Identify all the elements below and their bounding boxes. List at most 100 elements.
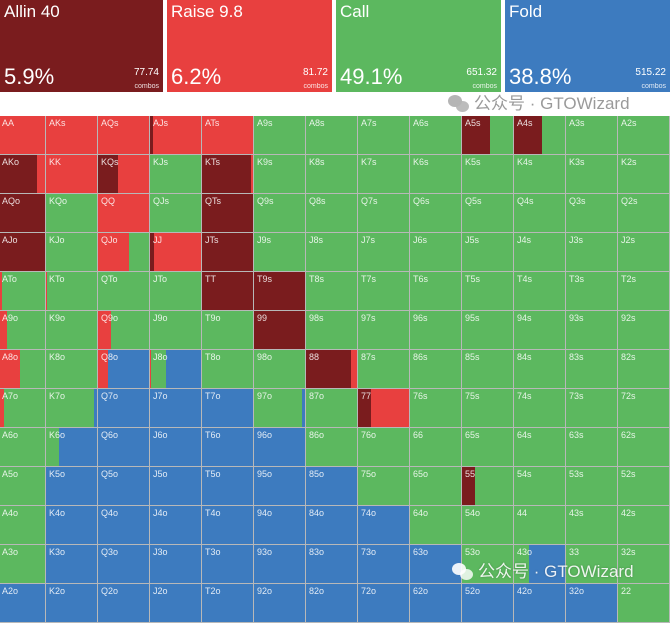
hand-cell[interactable]: 54s bbox=[514, 467, 566, 506]
action-call[interactable]: Call 49.1% 651.32 combos bbox=[336, 0, 501, 92]
hand-cell[interactable]: A3s bbox=[566, 116, 618, 155]
hand-cell[interactable]: Q4s bbox=[514, 194, 566, 233]
action-fold[interactable]: Fold 38.8% 515.22 combos bbox=[505, 0, 670, 92]
hand-cell[interactable]: AKs bbox=[46, 116, 98, 155]
hand-cell[interactable]: 87s bbox=[358, 350, 410, 389]
hand-cell[interactable]: T8s bbox=[306, 272, 358, 311]
action-raise[interactable]: Raise 9.8 6.2% 81.72 combos bbox=[167, 0, 332, 92]
hand-cell[interactable]: K9s bbox=[254, 155, 306, 194]
hand-cell[interactable]: K6o bbox=[46, 428, 98, 467]
hand-cell[interactable]: 65s bbox=[462, 428, 514, 467]
hand-cell[interactable]: 83s bbox=[566, 350, 618, 389]
hand-cell[interactable]: J2s bbox=[618, 233, 670, 272]
hand-cell[interactable]: 52s bbox=[618, 467, 670, 506]
hand-cell[interactable]: 83o bbox=[306, 545, 358, 584]
hand-cell[interactable]: A9s bbox=[254, 116, 306, 155]
hand-cell[interactable]: K6s bbox=[410, 155, 462, 194]
hand-cell[interactable]: T6s bbox=[410, 272, 462, 311]
hand-cell[interactable]: 72s bbox=[618, 389, 670, 428]
hand-cell[interactable]: J2o bbox=[150, 584, 202, 623]
hand-cell[interactable]: Q7s bbox=[358, 194, 410, 233]
hand-cell[interactable]: 75o bbox=[358, 467, 410, 506]
hand-cell[interactable]: 84s bbox=[514, 350, 566, 389]
hand-cell[interactable]: A3o bbox=[0, 545, 46, 584]
hand-cell[interactable]: 97o bbox=[254, 389, 306, 428]
hand-cell[interactable]: A6o bbox=[0, 428, 46, 467]
hand-cell[interactable]: K3s bbox=[566, 155, 618, 194]
hand-cell[interactable]: J9s bbox=[254, 233, 306, 272]
hand-cell[interactable]: Q6o bbox=[98, 428, 150, 467]
hand-cell[interactable]: Q7o bbox=[98, 389, 150, 428]
hand-cell[interactable]: T6o bbox=[202, 428, 254, 467]
hand-cell[interactable]: 76o bbox=[358, 428, 410, 467]
hand-cell[interactable]: AJo bbox=[0, 233, 46, 272]
hand-cell[interactable]: T8o bbox=[202, 350, 254, 389]
hand-cell[interactable]: K4o bbox=[46, 506, 98, 545]
hand-cell[interactable]: 97s bbox=[358, 311, 410, 350]
hand-cell[interactable]: 73s bbox=[566, 389, 618, 428]
hand-cell[interactable]: KTo bbox=[46, 272, 98, 311]
hand-cell[interactable]: Q4o bbox=[98, 506, 150, 545]
hand-cell[interactable]: 62o bbox=[410, 584, 462, 623]
hand-cell[interactable]: T9s bbox=[254, 272, 306, 311]
hand-cell[interactable]: K5o bbox=[46, 467, 98, 506]
hand-cell[interactable]: QJs bbox=[150, 194, 202, 233]
hand-cell[interactable]: Q8s bbox=[306, 194, 358, 233]
hand-cell[interactable]: Q3s bbox=[566, 194, 618, 233]
hand-cell[interactable]: 63o bbox=[410, 545, 462, 584]
hand-cell[interactable]: KQo bbox=[46, 194, 98, 233]
hand-cell[interactable]: 44 bbox=[514, 506, 566, 545]
hand-cell[interactable]: 43s bbox=[566, 506, 618, 545]
hand-cell[interactable]: 43o bbox=[514, 545, 566, 584]
hand-cell[interactable]: 98s bbox=[306, 311, 358, 350]
hand-cell[interactable]: A5o bbox=[0, 467, 46, 506]
hand-cell[interactable]: 22 bbox=[618, 584, 670, 623]
hand-cell[interactable]: K9o bbox=[46, 311, 98, 350]
hand-cell[interactable]: T5s bbox=[462, 272, 514, 311]
hand-cell[interactable]: T4s bbox=[514, 272, 566, 311]
hand-cell[interactable]: Q9o bbox=[98, 311, 150, 350]
hand-cell[interactable]: K5s bbox=[462, 155, 514, 194]
hand-cell[interactable]: 86o bbox=[306, 428, 358, 467]
hand-cell[interactable]: J6s bbox=[410, 233, 462, 272]
hand-cell[interactable]: KJo bbox=[46, 233, 98, 272]
hand-cell[interactable]: 75s bbox=[462, 389, 514, 428]
hand-cell[interactable]: J3s bbox=[566, 233, 618, 272]
hand-cell[interactable]: ATo bbox=[0, 272, 46, 311]
hand-cell[interactable]: T9o bbox=[202, 311, 254, 350]
hand-cell[interactable]: 52o bbox=[462, 584, 514, 623]
hand-cell[interactable]: 88 bbox=[306, 350, 358, 389]
hand-cell[interactable]: 99 bbox=[254, 311, 306, 350]
hand-cell[interactable]: T4o bbox=[202, 506, 254, 545]
hand-cell[interactable]: J7s bbox=[358, 233, 410, 272]
hand-cell[interactable]: QTs bbox=[202, 194, 254, 233]
hand-cell[interactable]: 85o bbox=[306, 467, 358, 506]
hand-cell[interactable]: T7o bbox=[202, 389, 254, 428]
hand-cell[interactable]: 42o bbox=[514, 584, 566, 623]
hand-cell[interactable]: Q2o bbox=[98, 584, 150, 623]
hand-cell[interactable]: A4s bbox=[514, 116, 566, 155]
hand-cell[interactable]: 65o bbox=[410, 467, 462, 506]
hand-cell[interactable]: T3o bbox=[202, 545, 254, 584]
hand-cell[interactable]: 96o bbox=[254, 428, 306, 467]
hand-cell[interactable]: A7s bbox=[358, 116, 410, 155]
hand-cell[interactable]: 33 bbox=[566, 545, 618, 584]
hand-cell[interactable]: J5o bbox=[150, 467, 202, 506]
hand-cell[interactable]: T5o bbox=[202, 467, 254, 506]
hand-cell[interactable]: 76s bbox=[410, 389, 462, 428]
hand-cell[interactable]: QTo bbox=[98, 272, 150, 311]
hand-cell[interactable]: J8o bbox=[150, 350, 202, 389]
hand-cell[interactable]: 92s bbox=[618, 311, 670, 350]
hand-cell[interactable]: 86s bbox=[410, 350, 462, 389]
hand-cell[interactable]: 54o bbox=[462, 506, 514, 545]
hand-cell[interactable]: KQs bbox=[98, 155, 150, 194]
hand-cell[interactable]: Q5o bbox=[98, 467, 150, 506]
hand-cell[interactable]: 84o bbox=[306, 506, 358, 545]
hand-cell[interactable]: T3s bbox=[566, 272, 618, 311]
hand-cell[interactable]: KTs bbox=[202, 155, 254, 194]
hand-cell[interactable]: J4s bbox=[514, 233, 566, 272]
hand-cell[interactable]: 63s bbox=[566, 428, 618, 467]
hand-cell[interactable]: A5s bbox=[462, 116, 514, 155]
hand-cell[interactable]: 95s bbox=[462, 311, 514, 350]
hand-cell[interactable]: AJs bbox=[150, 116, 202, 155]
